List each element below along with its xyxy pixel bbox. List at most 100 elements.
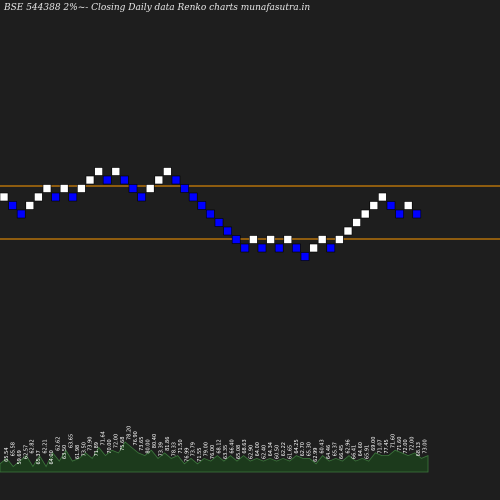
renko-brick-up bbox=[335, 235, 344, 244]
volume-value-label: 76.99 bbox=[184, 447, 190, 461]
renko-brick-down bbox=[120, 175, 129, 185]
volume-value-label: 64.34 bbox=[268, 442, 274, 456]
renko-brick-down bbox=[137, 192, 146, 202]
renko-brick-up bbox=[309, 243, 318, 253]
renko-brick-up bbox=[94, 167, 103, 176]
renko-brick-down bbox=[68, 192, 78, 202]
renko-brick-up bbox=[42, 184, 52, 193]
volume-value-label: 65.54 bbox=[4, 447, 10, 461]
volume-value-label: 64.25 bbox=[294, 439, 300, 453]
renko-brick-down bbox=[386, 201, 396, 210]
renko-brick-down bbox=[197, 201, 207, 210]
renko-brick-up bbox=[352, 218, 361, 227]
volume-value-label: 73.79 bbox=[191, 442, 197, 456]
volume-value-label: 62.90 bbox=[249, 445, 255, 459]
volume-value-label: 62.99 bbox=[313, 447, 319, 461]
volume-value-label: 62.21 bbox=[43, 439, 49, 453]
renko-brick-up bbox=[85, 175, 95, 185]
renko-bricks bbox=[0, 167, 422, 261]
volume-value-label: 62.82 bbox=[30, 439, 36, 453]
volume-value-label: 75.68 bbox=[120, 437, 126, 451]
volume-value-label: 65.37 bbox=[36, 450, 42, 464]
renko-brick-up bbox=[266, 235, 275, 244]
volume-value-label: 66.45 bbox=[339, 445, 345, 459]
renko-brick-down bbox=[300, 252, 310, 261]
renko-brick-down bbox=[206, 209, 215, 219]
volume-value-label: 64.00 bbox=[255, 442, 261, 456]
volume-value-label: 65.08 bbox=[236, 445, 242, 459]
volume-value-label: 66.41 bbox=[352, 445, 358, 459]
renko-brick-up bbox=[163, 167, 172, 176]
volume-value-label: 73.00 bbox=[423, 439, 429, 453]
volume-value-label: 81.86 bbox=[165, 437, 171, 451]
renko-brick-down bbox=[102, 175, 112, 185]
renko-brick-up bbox=[25, 201, 35, 210]
renko-brick-up bbox=[111, 167, 121, 176]
renko-brick-up bbox=[360, 209, 370, 219]
renko-brick-up bbox=[34, 192, 43, 202]
volume-value-label: 65.91 bbox=[365, 445, 371, 459]
chart-title: BSE 544388 2%~- Closing Daily data Renko… bbox=[4, 3, 311, 13]
volume-value-label: 80.00 bbox=[146, 439, 152, 453]
renko-brick-up bbox=[369, 201, 379, 210]
volume-value-label: 70.00 bbox=[107, 439, 113, 453]
volume-value-label: 62.96 bbox=[345, 439, 351, 453]
volume-value-label: 63.35 bbox=[223, 445, 229, 459]
renko-brick-up bbox=[343, 226, 353, 236]
volume-value-label: 59.69 bbox=[17, 450, 23, 464]
volume-value-label: 72.00 bbox=[410, 437, 416, 451]
volume-value-label: 68.13 bbox=[416, 442, 422, 456]
volume-value-label: 73.50 bbox=[81, 442, 87, 456]
renko-brick-up bbox=[0, 192, 9, 202]
volume-value-label: 68.63 bbox=[242, 439, 248, 453]
volume-value-label: 65.30 bbox=[307, 442, 313, 456]
renko-brick-down bbox=[240, 243, 250, 253]
volume-value-label: 73.39 bbox=[159, 442, 165, 456]
renko-brick-down bbox=[180, 184, 189, 193]
volume-value-label: 71.55 bbox=[197, 447, 203, 461]
volume-value-label: 62.22 bbox=[281, 442, 287, 456]
volume-value-label: 73.65 bbox=[139, 437, 145, 451]
volume-value-label: 71.64 bbox=[101, 431, 107, 445]
renko-brick-up bbox=[59, 184, 69, 193]
volume-value-label: 76.90 bbox=[133, 431, 139, 445]
volume-value-label: 77.45 bbox=[384, 439, 390, 453]
volume-value-label: 64.60 bbox=[358, 442, 364, 456]
volume-value-label: 62.40 bbox=[262, 445, 268, 459]
volume-value-label: 63.65 bbox=[68, 434, 74, 448]
volume-value-label: 71.89 bbox=[94, 442, 100, 456]
volume-value-label: 76.00 bbox=[210, 445, 216, 459]
volume-value-label: 66.40 bbox=[229, 439, 235, 453]
volume-value-label: 72.00 bbox=[113, 434, 119, 448]
volume-value-label: 65.58 bbox=[10, 442, 16, 456]
volume-value-label: 71.60 bbox=[397, 437, 403, 451]
renko-brick-down bbox=[274, 243, 284, 253]
volume-value-label: 71.07 bbox=[377, 439, 383, 453]
volume-value-label: 73.90 bbox=[88, 437, 94, 451]
renko-brick-down bbox=[16, 209, 26, 219]
renko-brick-down bbox=[223, 226, 232, 236]
volume-value-label: 71.60 bbox=[390, 434, 396, 448]
renko-brick-up bbox=[249, 235, 258, 244]
renko-brick-down bbox=[412, 209, 422, 219]
renko-brick-down bbox=[188, 192, 198, 202]
volume-value-label: 78.20 bbox=[126, 426, 132, 440]
renko-brick-down bbox=[51, 192, 60, 202]
renko-brick-down bbox=[128, 184, 138, 193]
volume-value-label: 64.00 bbox=[49, 450, 55, 464]
volume-value-label: 71.50 bbox=[178, 439, 184, 453]
volume-value-label: 62.70 bbox=[300, 442, 306, 456]
renko-brick-up bbox=[317, 235, 327, 244]
volume-value-label: 80.40 bbox=[152, 434, 158, 448]
volume-value-label: 69.00 bbox=[371, 437, 377, 451]
renko-brick-down bbox=[171, 175, 181, 185]
volume-value-label: 63.50 bbox=[62, 445, 68, 459]
renko-brick-up bbox=[283, 235, 293, 244]
renko-brick-up bbox=[403, 201, 413, 210]
renko-brick-up bbox=[145, 184, 155, 193]
volume-area bbox=[0, 441, 429, 473]
volume-value-label: 62.62 bbox=[56, 437, 62, 451]
volume-value-label: 64.46 bbox=[326, 445, 332, 459]
volume-value-label: 60.50 bbox=[274, 445, 280, 459]
